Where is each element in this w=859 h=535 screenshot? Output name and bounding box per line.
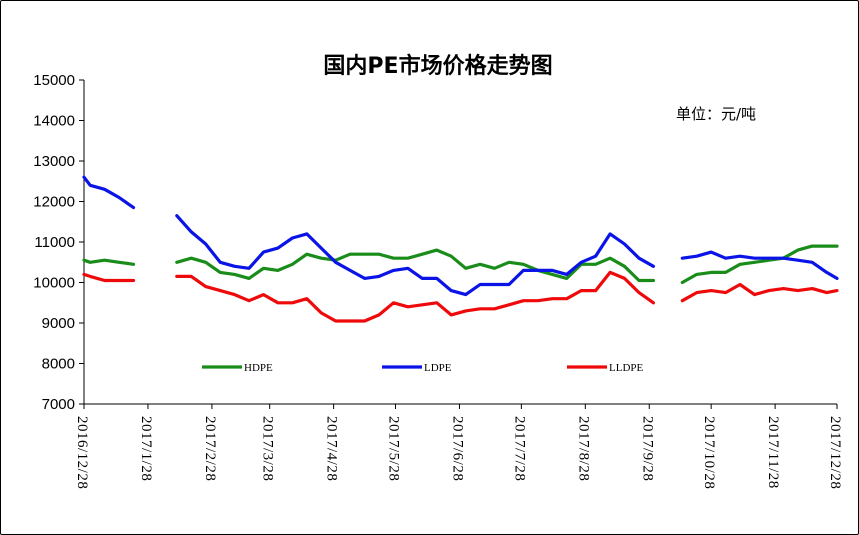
legend: HDPE LDPE LLDPE bbox=[202, 362, 644, 374]
x-tick-label: 2017/1/28 bbox=[138, 416, 154, 481]
x-tick-label: 2017/5/28 bbox=[386, 416, 402, 481]
y-tick-label: 8000 bbox=[42, 356, 75, 373]
y-tick-label: 9000 bbox=[42, 315, 75, 332]
x-tick-label: 2017/10/28 bbox=[701, 416, 717, 489]
x-tick-label: 2016/12/28 bbox=[74, 416, 90, 489]
unit-label: 单位：元/吨 bbox=[676, 105, 756, 123]
x-tick-label: 2017/8/28 bbox=[575, 416, 591, 481]
y-tick-label: 14000 bbox=[33, 113, 75, 130]
y-tick-label: 12000 bbox=[33, 194, 75, 211]
x-tick-label: 2017/6/28 bbox=[449, 416, 465, 481]
x-tick-label: 2017/4/28 bbox=[324, 416, 340, 481]
x-tick-label: 2017/2/28 bbox=[202, 416, 218, 481]
x-tick-label: 2017/3/28 bbox=[260, 416, 276, 481]
chart-title: 国内PE市场价格走势图 bbox=[323, 53, 552, 79]
series-line-hdpe bbox=[82, 244, 839, 285]
x-tick-label: 2017/7/28 bbox=[511, 416, 527, 481]
legend-label-hdpe: HDPE bbox=[244, 362, 273, 374]
y-tick-label: 7000 bbox=[42, 396, 75, 413]
legend-label-lldpe: LLDPE bbox=[609, 362, 644, 374]
x-tick-label: 2017/12/28 bbox=[827, 416, 843, 489]
series-line-lldpe bbox=[82, 270, 839, 323]
series-line-ldpe bbox=[82, 175, 839, 297]
axes: 7000 8000 9000 10000 11000 12000 13000 14000 150… bbox=[33, 72, 843, 489]
y-tick-label: 13000 bbox=[33, 153, 75, 170]
y-tick-label: 10000 bbox=[33, 275, 75, 292]
y-tick-label: 15000 bbox=[33, 72, 75, 89]
legend-label-ldpe: LDPE bbox=[424, 362, 452, 374]
series-layer bbox=[82, 175, 839, 323]
x-tick-label: 2017/11/28 bbox=[765, 416, 781, 489]
y-tick-label: 11000 bbox=[34, 234, 75, 251]
x-tick-label: 2017/9/28 bbox=[639, 416, 655, 481]
